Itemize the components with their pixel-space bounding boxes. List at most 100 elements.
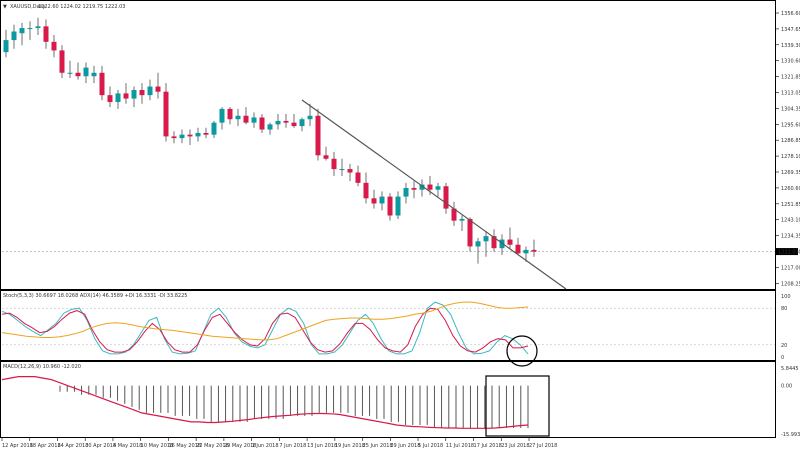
candle-body: [115, 93, 121, 103]
candle-body: [443, 186, 449, 209]
candle-body: [91, 72, 97, 77]
stoch-title: Stoch(5,3,3) 30.6697 18.0268 ADX(14) 46.…: [3, 293, 187, 299]
date-tick-label: 22 May 2018: [196, 443, 229, 449]
candle-body: [35, 26, 41, 29]
candle-body: [203, 132, 209, 135]
ohlc-readout: 1222.60 1224.02 1219.75 1222.03: [38, 4, 125, 10]
candle-body: [275, 120, 281, 125]
candle-body: [451, 208, 457, 221]
candle-body: [411, 187, 417, 190]
trendline: [301, 99, 567, 290]
candle-body: [507, 239, 513, 245]
price-tick-label: 1278.10: [781, 154, 800, 160]
chart-title: XAUUSD,Daily: [10, 4, 45, 10]
candle-body: [299, 119, 305, 127]
price-tick-label: 1269.35: [781, 170, 800, 176]
stoch-line-2: [1, 301, 529, 341]
candle-body: [259, 117, 265, 130]
candle-body: [523, 249, 529, 254]
candle-body: [291, 122, 297, 127]
price-tick-label: 1330.60: [781, 59, 800, 65]
date-tick-label: 29 Jun 2018: [390, 443, 420, 449]
price-tick-label: 1260.60: [781, 186, 800, 192]
candle-body: [27, 28, 33, 30]
candle-body: [531, 249, 537, 252]
candle-body: [283, 120, 289, 123]
candle-body: [227, 108, 233, 120]
candle-body: [347, 169, 353, 173]
candle-body: [515, 244, 521, 254]
macd-tick-label: -15.993: [781, 432, 800, 438]
candle-body: [459, 218, 465, 221]
candle-body: [99, 72, 105, 96]
macd-panel-frame: [0, 361, 776, 438]
stoch-line-0: [1, 301, 529, 355]
price-tick-label: 1304.35: [781, 106, 800, 112]
price-tick-label: 1313.05: [781, 91, 800, 97]
candle-body: [331, 158, 337, 170]
macd-tick-label: 0.00: [781, 384, 792, 390]
candle-body: [171, 136, 177, 139]
candle-body: [195, 132, 201, 137]
date-tick-label: 16 May 2018: [168, 443, 201, 449]
date-tick-label: 12 Apr 2018: [2, 443, 33, 449]
candle-body: [387, 196, 393, 216]
macd-title: MACD(12,26,9) 10.960 -12.020: [3, 364, 81, 370]
main-panel-frame: [0, 0, 776, 290]
price-tick-label: 1217.00: [781, 265, 800, 271]
candle-body: [155, 86, 161, 92]
price-tick-label: 1339.30: [781, 43, 800, 49]
candle-body: [123, 93, 129, 99]
stoch-tick-label: 0: [781, 355, 784, 361]
candle-body: [371, 198, 377, 204]
candle-body: [363, 182, 369, 199]
candle-body: [435, 186, 441, 190]
candle-body: [211, 122, 217, 135]
price-tick-label: 1208.25: [781, 281, 800, 287]
candle-body: [395, 196, 401, 216]
current-price-label: 1222.03: [778, 250, 799, 256]
candle-body: [355, 172, 361, 183]
macd-signal-line: [1, 376, 529, 429]
price-tick-label: 1251.85: [781, 202, 800, 208]
candle-body: [107, 95, 113, 103]
candle-body: [243, 115, 249, 123]
candle-body: [427, 184, 433, 190]
price-tick-label: 1286.85: [781, 138, 800, 144]
date-tick-label: 5 Jul 2018: [418, 443, 443, 449]
candle-body: [483, 236, 489, 242]
candle-body: [187, 134, 193, 137]
candle-body: [43, 26, 49, 42]
candle-body: [307, 115, 313, 120]
highlight-box: [485, 375, 550, 437]
candle-body: [251, 117, 257, 123]
date-tick-label: 27 Jul 2018: [529, 443, 557, 449]
candle-body: [379, 196, 385, 204]
price-tick-label: 1347.65: [781, 27, 800, 33]
macd-tick-label: 5.8445: [781, 366, 799, 372]
price-tick-label: 1295.60: [781, 122, 800, 128]
candle-body: [67, 72, 73, 74]
price-tick-label: 1356.60: [781, 11, 800, 17]
candle-body: [147, 86, 153, 96]
candle-body: [467, 218, 473, 247]
date-tick-label: 4 May 2018: [113, 443, 142, 449]
stoch-tick-label: 20: [781, 343, 787, 349]
date-tick-label: 24 Apr 2018: [57, 443, 88, 449]
candle-body: [139, 89, 145, 96]
candle-body: [219, 108, 225, 123]
date-tick-label: 17 Jul 2018: [474, 443, 502, 449]
date-tick-label: 19 Jun 2018: [335, 443, 365, 449]
candle-body: [235, 115, 241, 120]
stoch-tick-label: 80: [781, 306, 787, 312]
candle-body: [11, 31, 17, 41]
candle-body: [59, 50, 65, 73]
candle-body: [163, 91, 169, 137]
candle-body: [179, 134, 185, 139]
candle-body: [419, 184, 425, 190]
price-tick-label: 1321.85: [781, 75, 800, 81]
date-tick-label: 10 May 2018: [141, 443, 174, 449]
candle-body: [475, 241, 481, 247]
candle-body: [83, 67, 89, 77]
